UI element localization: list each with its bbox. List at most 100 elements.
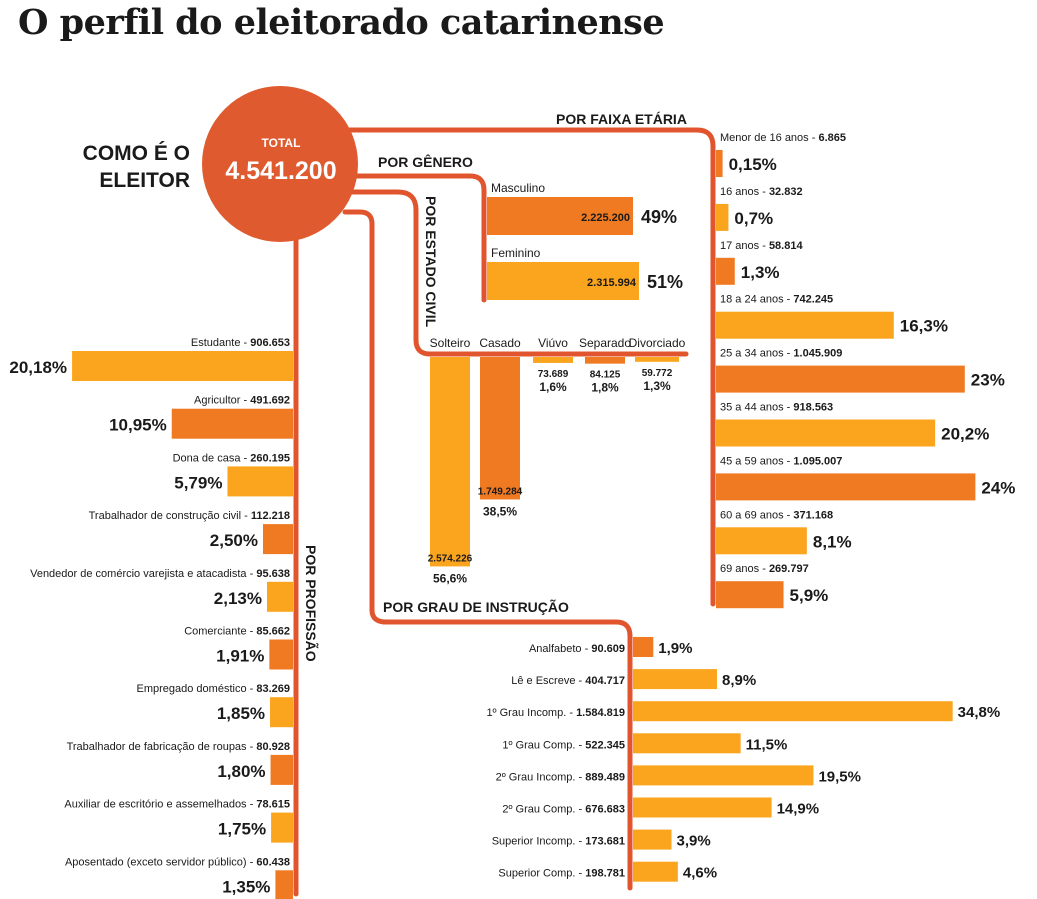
civil-value-4: 1,3% bbox=[643, 379, 671, 393]
prof-label-4: Vendedor de comércio varejista e atacadi… bbox=[30, 568, 290, 580]
prof-value-0: 20,18% bbox=[9, 358, 67, 377]
edu-label-2-count: 1.584.819 bbox=[576, 707, 625, 719]
age-bar-0 bbox=[716, 150, 723, 177]
edu-label-4: 2º Grau Incomp. - 889.489 bbox=[496, 771, 625, 783]
edu-value-5: 14,9% bbox=[777, 801, 820, 818]
profissao-bars: Estudante - 906.653 20,18% Agricultor - 49… bbox=[9, 337, 293, 899]
edu-label-7-category: Superior Comp. bbox=[498, 868, 575, 880]
prof-label-3-count: 112.218 bbox=[251, 510, 290, 522]
genero-bars: Masculino 2.225.200 49% Feminino 2.315.994 51… bbox=[487, 181, 683, 300]
como-e-o-line1: COMO É O bbox=[83, 142, 190, 165]
civil-count-2: 73.689 bbox=[538, 369, 569, 380]
prof-bar-1 bbox=[171, 408, 293, 439]
civil-value-1: 38,5% bbox=[483, 504, 517, 518]
edu-bar-7 bbox=[633, 861, 678, 882]
age-value-4: 23% bbox=[971, 371, 1005, 390]
prof-label-8-count: 78.615 bbox=[256, 799, 290, 811]
prof-label-2-category: Dona de casa bbox=[173, 452, 242, 464]
civil-label-1: Casado bbox=[479, 336, 521, 350]
prof-label-9-separator: - bbox=[247, 856, 257, 868]
edu-bar-1 bbox=[633, 669, 717, 690]
edu-bar-5 bbox=[633, 797, 772, 818]
edu-label-5-category: 2º Grau Comp. bbox=[502, 804, 575, 816]
title-estado-civil: POR ESTADO CIVIL bbox=[423, 196, 439, 328]
edu-label-5-count: 676.683 bbox=[585, 804, 625, 816]
prof-label-9-count: 60.438 bbox=[256, 856, 290, 868]
gender-label-1: Feminino bbox=[491, 246, 541, 260]
edu-label-2: 1º Grau Incomp. - 1.584.819 bbox=[486, 707, 625, 719]
prof-label-5-separator: - bbox=[247, 626, 257, 638]
edu-bar-6 bbox=[633, 829, 672, 850]
edu-label-3-category: 1º Grau Comp. bbox=[502, 739, 575, 751]
total-value: 4.541.200 bbox=[225, 157, 336, 185]
prof-label-3: Trabalhador de construção civil - 112.21… bbox=[89, 510, 290, 522]
age-bar-8 bbox=[716, 581, 784, 609]
civil-count-1: 1.749.284 bbox=[478, 486, 523, 497]
edu-label-0-count: 90.609 bbox=[591, 643, 625, 655]
prof-bar-5 bbox=[269, 639, 293, 670]
edu-label-1: Lê e Escreve - 404.717 bbox=[511, 675, 625, 687]
edu-label-1-category: Lê e Escreve bbox=[511, 675, 575, 687]
age-label-3: 18 a 24 anos - 742.245 bbox=[720, 294, 833, 306]
prof-bar-9 bbox=[275, 870, 293, 899]
connector-lines bbox=[293, 127, 716, 897]
prof-label-6-count: 83.269 bbox=[256, 683, 290, 695]
prof-bar-4 bbox=[266, 581, 293, 612]
age-label-7-category: 60 a 69 anos bbox=[720, 509, 784, 521]
edu-label-6-category: Superior Incomp. bbox=[492, 836, 576, 848]
age-label-3-count: 742.245 bbox=[793, 294, 833, 306]
edu-label-6-count: 173.681 bbox=[585, 836, 625, 848]
gender-count-0: 2.225.200 bbox=[581, 212, 630, 224]
edu-value-3: 11,5% bbox=[746, 736, 788, 753]
page-title: O perfil do eleitorado catarinense bbox=[18, 2, 665, 43]
edu-label-2-category: 1º Grau Incomp. bbox=[486, 707, 566, 719]
prof-value-8: 1,75% bbox=[218, 820, 266, 839]
age-bar-6 bbox=[716, 473, 976, 501]
civil-label-4: Divorciado bbox=[629, 336, 686, 350]
edu-label-3-separator: - bbox=[575, 739, 585, 751]
prof-value-1: 10,95% bbox=[109, 416, 167, 435]
age-label-4-separator: - bbox=[784, 348, 794, 360]
total-circle bbox=[202, 86, 358, 242]
age-label-7: 60 a 69 anos - 371.168 bbox=[720, 509, 833, 521]
age-label-7-separator: - bbox=[784, 509, 794, 521]
age-label-6-separator: - bbox=[784, 455, 794, 467]
prof-label-4-separator: - bbox=[247, 568, 257, 580]
age-label-6-count: 1.095.007 bbox=[793, 455, 842, 467]
gender-count-1: 2.315.994 bbox=[587, 277, 637, 289]
prof-label-5: Comerciante - 85.662 bbox=[184, 626, 290, 638]
prof-label-0-count: 906.653 bbox=[250, 337, 290, 349]
age-label-0-category: Menor de 16 anos bbox=[720, 132, 809, 144]
title-grau-instrucao: POR GRAU DE INSTRUÇÃO bbox=[383, 598, 569, 615]
prof-label-7-separator: - bbox=[247, 741, 257, 753]
prof-value-4: 2,13% bbox=[214, 589, 262, 608]
prof-label-1-count: 491.692 bbox=[250, 395, 290, 407]
age-value-1: 0,7% bbox=[734, 209, 773, 228]
edu-label-1-count: 404.717 bbox=[585, 675, 625, 687]
civil-label-3: Separado bbox=[579, 336, 631, 350]
edu-label-3-count: 522.345 bbox=[585, 739, 625, 751]
age-label-8-separator: - bbox=[759, 563, 769, 575]
como-e-o-line2: ELEITOR bbox=[99, 169, 190, 192]
age-value-5: 20,2% bbox=[941, 425, 989, 444]
edu-value-0: 1,9% bbox=[658, 640, 692, 657]
prof-label-6-separator: - bbox=[247, 683, 257, 695]
age-label-5-category: 35 a 44 anos bbox=[720, 402, 784, 414]
prof-label-7-category: Trabalhador de fabricação de roupas bbox=[67, 741, 247, 753]
prof-label-4-category: Vendedor de comércio varejista e atacadi… bbox=[30, 568, 247, 580]
age-bar-2 bbox=[716, 257, 735, 285]
age-label-2-separator: - bbox=[759, 240, 769, 252]
prof-label-9-category: Aposentado (exceto servidor público) bbox=[65, 856, 247, 868]
age-value-8: 5,9% bbox=[790, 586, 829, 605]
edu-value-4: 19,5% bbox=[818, 768, 861, 785]
prof-bar-6 bbox=[270, 697, 293, 728]
prof-bar-0 bbox=[72, 351, 293, 381]
prof-bar-8 bbox=[271, 812, 293, 843]
civil-label-2: Viúvo bbox=[538, 336, 568, 350]
edu-label-5: 2º Grau Comp. - 676.683 bbox=[502, 804, 625, 816]
edu-value-1: 8,9% bbox=[722, 672, 756, 689]
edu-label-1-separator: - bbox=[575, 675, 585, 687]
prof-label-8-category: Auxiliar de escritório e assemelhados bbox=[64, 799, 247, 811]
prof-bar-2 bbox=[227, 466, 293, 497]
prof-label-0-separator: - bbox=[240, 337, 250, 349]
